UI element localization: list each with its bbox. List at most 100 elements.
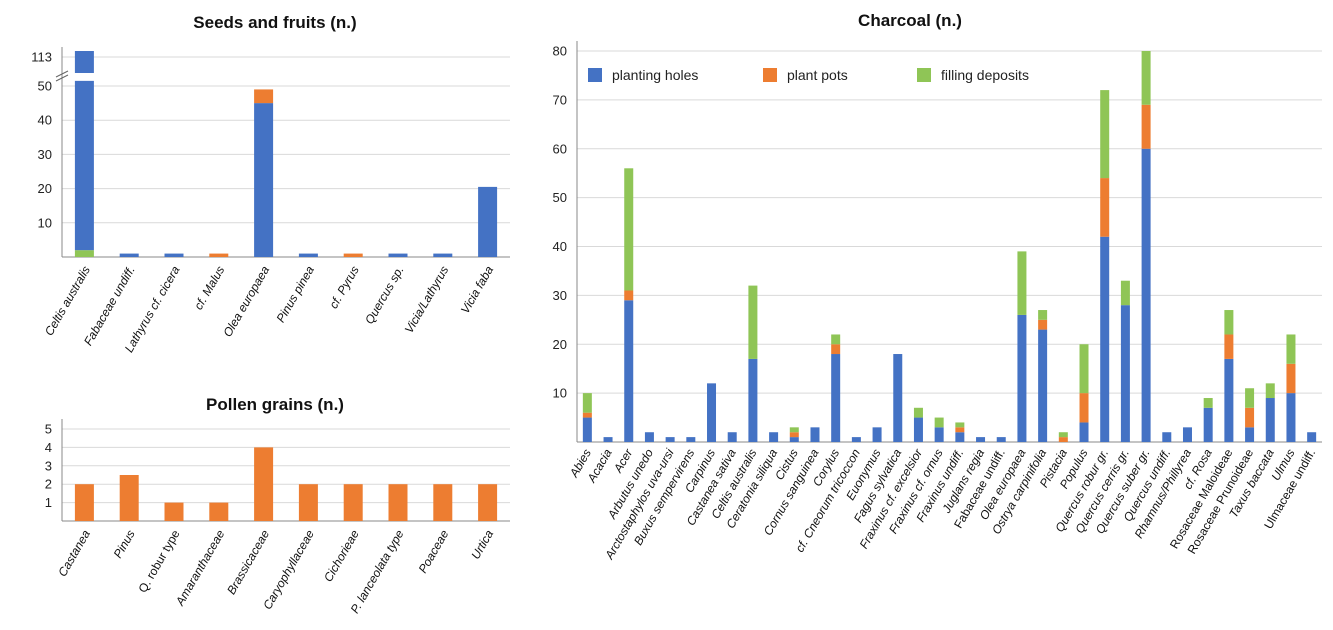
seeds-category-label: cf. Malus <box>191 264 227 313</box>
seeds-bar-segment-upper <box>74 51 94 73</box>
charcoal-bar-segment <box>1141 148 1151 442</box>
pollen-category-label: Poaceae <box>416 527 452 575</box>
charcoal-bar-segment <box>976 437 986 442</box>
charcoal-bar-segment <box>1203 407 1213 442</box>
seeds-category-label: Pinus pinea <box>274 263 318 325</box>
seeds-category-label: Olea europaea <box>220 263 272 339</box>
charcoal-bar-segment <box>582 417 592 442</box>
charcoal-y-tick-label: 10 <box>553 386 567 401</box>
seeds-category-label: Celtis australis <box>42 264 93 339</box>
seeds-category-label: cf. Pyrus <box>326 264 361 311</box>
seeds-bar-segment <box>74 250 94 257</box>
charcoal-y-tick-label: 80 <box>553 44 567 59</box>
pollen-bar <box>343 484 363 521</box>
charcoal-bar-segment <box>1182 427 1192 442</box>
charcoal-bar-segment <box>1286 334 1296 364</box>
pollen-category-label: Castanea <box>55 527 93 579</box>
charcoal-bar-segment <box>831 344 841 355</box>
pollen-bar <box>478 484 498 521</box>
pollen-y-tick-label: 5 <box>45 422 52 437</box>
charcoal-bar-segment <box>1079 393 1089 423</box>
charcoal-bar-segment <box>913 407 923 418</box>
charcoal-bar-segment <box>1038 310 1048 320</box>
charcoal-bar-segment <box>707 383 717 442</box>
charcoal-bar-segment <box>1224 334 1234 359</box>
seeds-break-tick-label: 113 <box>31 50 52 65</box>
charcoal-bar-segment <box>1100 236 1110 442</box>
seeds-bar-segment <box>298 253 318 257</box>
charcoal-title: Charcoal (n.) <box>858 11 962 30</box>
charcoal-legend: planting holes plant pots filling deposits <box>588 67 1029 83</box>
pollen-title: Pollen grains (n.) <box>206 395 344 414</box>
charcoal-bar-segment <box>1245 407 1255 428</box>
charcoal-bar-segment <box>1286 363 1296 394</box>
charcoal-bar-segment <box>1120 305 1130 442</box>
pollen-bar <box>388 484 408 521</box>
charcoal-y-tick-label: 60 <box>553 141 567 156</box>
pollen-y-tick-label: 3 <box>45 458 52 473</box>
charcoal-bar-segment <box>1079 344 1089 394</box>
charcoal-bar-segment <box>831 354 841 442</box>
pollen-y-tick-label: 1 <box>45 495 52 510</box>
charcoal-bar-segment <box>1017 314 1027 442</box>
pollen-y-tick-label: 4 <box>45 440 52 455</box>
seeds-bar-segment <box>254 89 274 104</box>
charcoal-bar-segment <box>624 168 634 291</box>
charcoal-bar-segment <box>1100 90 1110 179</box>
seeds-axis-break-mark <box>55 70 69 78</box>
seeds-chart: Seeds and fruits (n.) 10 20 30 40 50 113 Celtis… <box>31 13 510 355</box>
pollen-category-label: Urtica <box>468 527 496 561</box>
seeds-bar-segment <box>119 253 139 257</box>
seeds-y-tick-label: 10 <box>38 215 52 230</box>
pollen-bar <box>119 475 139 521</box>
seeds-bar-segment <box>388 253 408 257</box>
charcoal-bar-segment <box>1265 398 1275 442</box>
charcoal-bar-segment <box>1286 393 1296 442</box>
charcoal-bar-segment <box>1017 251 1027 315</box>
seeds-y-tick-label: 20 <box>38 181 52 196</box>
charcoal-bar-segment <box>872 427 882 442</box>
charcoal-y-tick-label: 30 <box>553 288 567 303</box>
charcoal-bar-segment <box>582 412 592 418</box>
charcoal-bar-segment <box>913 417 923 442</box>
charcoal-bar-segment <box>624 290 634 301</box>
charcoal-bar-segment <box>810 427 820 442</box>
seeds-bar-segment <box>74 80 94 251</box>
charcoal-bar-segment <box>955 432 965 442</box>
charcoal-bar-segment <box>851 437 861 442</box>
charcoal-y-tick-label: 50 <box>553 190 567 205</box>
charcoal-bar-segment <box>624 300 634 442</box>
charcoal-bar-segment <box>686 437 696 442</box>
charcoal-bar-segment <box>665 437 675 442</box>
legend-swatch-filling-deposits <box>917 68 931 82</box>
charcoal-bar-segment <box>769 432 779 442</box>
seeds-bar-segment <box>433 253 453 257</box>
charcoal-bar-segment <box>1058 437 1068 442</box>
charcoal-bar-segment <box>1307 432 1317 442</box>
charcoal-bar-segment <box>644 432 654 442</box>
seeds-bar-segment <box>478 186 498 257</box>
charcoal-bar-segment <box>955 427 965 433</box>
pollen-category-label: Pinus <box>111 528 138 561</box>
seeds-y-tick-label: 40 <box>38 113 52 128</box>
pollen-bar <box>74 484 94 521</box>
seeds-bar-segment <box>209 253 229 257</box>
legend-swatch-plant-pots <box>763 68 777 82</box>
charcoal-bar-segment <box>1038 319 1048 330</box>
pollen-bar <box>164 502 184 521</box>
legend-label-filling-deposits: filling deposits <box>941 67 1029 83</box>
charcoal-bar-segment <box>1058 432 1068 438</box>
charcoal-bar-segment <box>789 427 799 433</box>
seeds-bar-segment <box>164 253 184 257</box>
charcoal-bar-segment <box>1224 310 1234 335</box>
pollen-category-label: Cichorieae <box>321 527 362 584</box>
seeds-bar-segment <box>254 103 274 257</box>
legend-swatch-planting-holes <box>588 68 602 82</box>
charcoal-bar-segment <box>1203 398 1213 408</box>
charcoal-bar-segment <box>893 354 903 442</box>
seeds-axis-break-mark <box>55 74 69 82</box>
charcoal-bar-segment <box>1100 178 1110 237</box>
charcoal-bar-segment <box>1162 432 1172 442</box>
